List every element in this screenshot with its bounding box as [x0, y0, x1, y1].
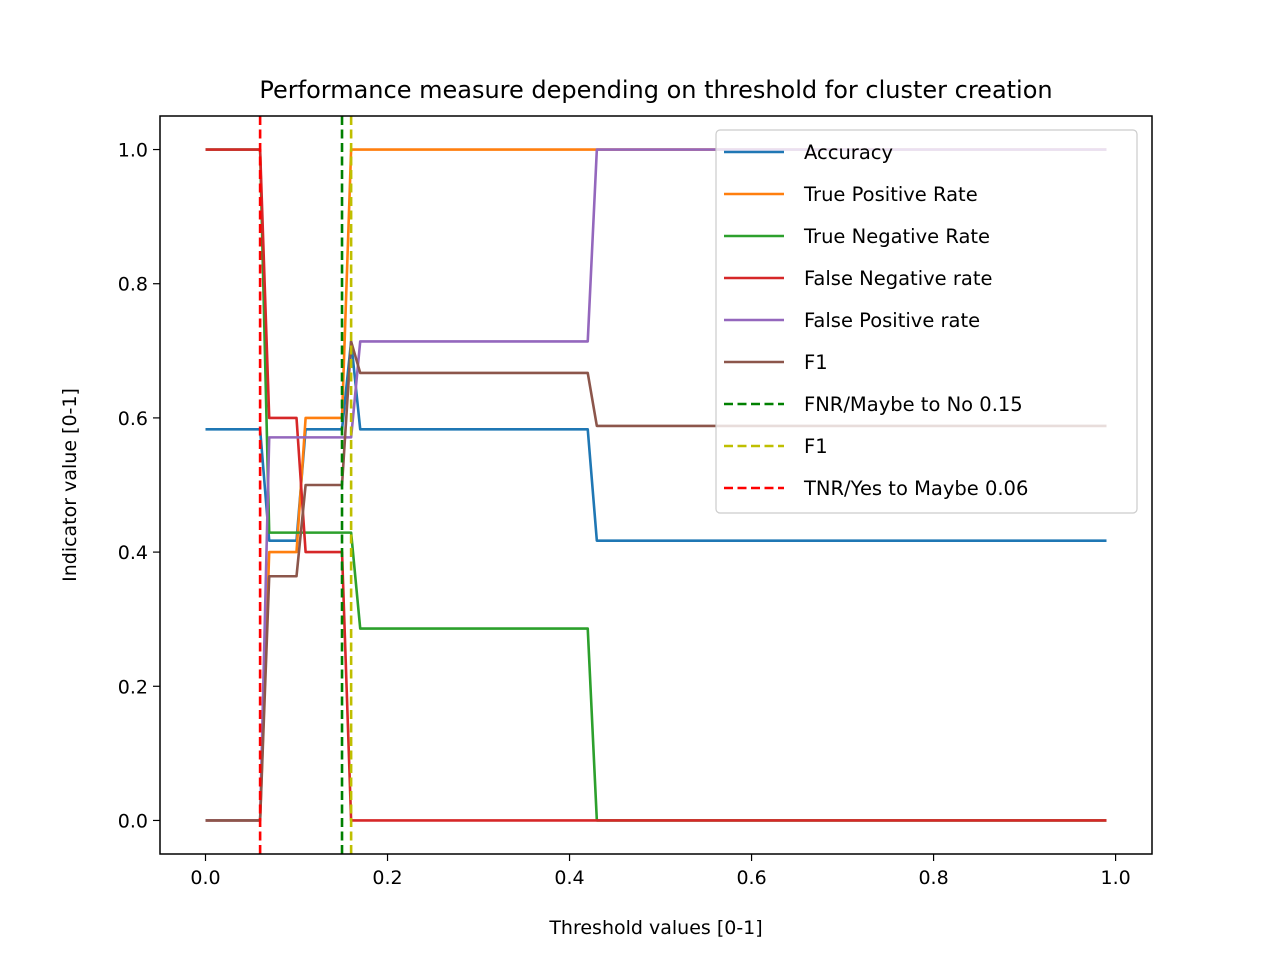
legend-label-accuracy-0: Accuracy	[804, 141, 893, 164]
series-line-false-positive-rate-4	[205, 148, 1107, 822]
legend: Accuracy True Positive Rate True Negative …	[715, 129, 1138, 514]
y-tick-label: 1.0	[118, 140, 148, 162]
y-tick-label: 0.4	[118, 542, 148, 564]
x-tick-label: 0.8	[918, 867, 948, 889]
x-axis-label: Threshold values [0-1]	[548, 917, 762, 939]
y-axis-label: Indicator value [0-1]	[59, 388, 81, 582]
legend-label-false-negative-rate-3: False Negative rate	[804, 267, 992, 290]
x-tick-label: 0.4	[554, 867, 584, 889]
chart-title: Performance measure depending on thresho…	[259, 76, 1052, 104]
legend-label-true-negative-rate-2: True Negative Rate	[803, 225, 990, 248]
plot-frame	[159, 115, 1153, 855]
legend-label-false-positive-rate-4: False Positive rate	[804, 309, 980, 332]
legend-label-f1-5: F1	[804, 351, 828, 374]
legend-box	[715, 129, 1138, 514]
y-tick-label: 0.2	[118, 676, 148, 698]
x-tick-label: 1.0	[1100, 867, 1130, 889]
y-tick-label: 0.0	[118, 810, 148, 832]
x-tick-label: 0.0	[190, 867, 220, 889]
legend-label-f1-7: F1	[804, 435, 828, 458]
legend-label-true-positive-rate-1: True Positive Rate	[803, 183, 978, 206]
series-line-false-negative-rate-3	[205, 148, 1107, 822]
x-tick-label: 0.2	[372, 867, 402, 889]
x-axis-ticks: 0.0 0.2 0.4 0.6 0.8 1.0	[190, 854, 1131, 889]
legend-label-fnr-maybe-to-no-0-15-6: FNR/Maybe to No 0.15	[804, 393, 1023, 416]
vline-layer	[258, 116, 353, 854]
y-tick-label: 0.8	[118, 274, 148, 296]
x-tick-label: 0.6	[736, 867, 766, 889]
y-axis-ticks: 0.0 0.2 0.4 0.6 0.8 1.0	[118, 140, 160, 832]
y-tick-label: 0.6	[118, 408, 148, 430]
legend-items: Accuracy True Positive Rate True Negative …	[724, 141, 1028, 500]
legend-label-tnr-yes-to-maybe-0-06-8: TNR/Yes to Maybe 0.06	[803, 477, 1028, 500]
